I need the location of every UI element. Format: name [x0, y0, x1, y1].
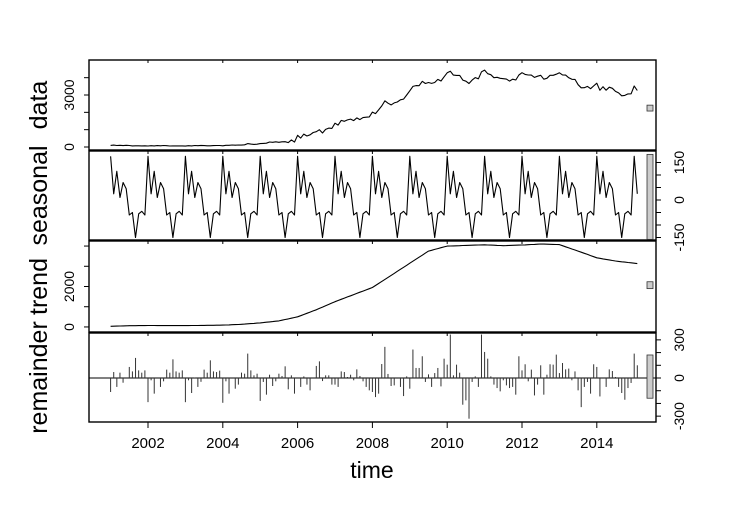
seasonal-y-tick-label: 150 — [671, 151, 687, 175]
x-tick-label: 2010 — [431, 435, 464, 452]
remainder-panel-frame — [88, 332, 657, 423]
data-panel-frame — [88, 59, 657, 151]
x-tick-label: 2012 — [505, 435, 538, 452]
seasonal-y-tick-label: 0 — [671, 196, 687, 204]
remainder-y-tick-label: 300 — [671, 328, 687, 352]
data-y-tick-label: 3000 — [61, 79, 77, 110]
data-y-tick-label: 0 — [61, 143, 77, 151]
panel-trend: 0 2000 trend — [25, 240, 657, 333]
panel-data: 0 3000 data — [25, 59, 657, 151]
seasonal-y-tick-label: -150 — [671, 223, 687, 251]
x-tick-label: 2014 — [580, 435, 613, 452]
x-tick-label: 2008 — [356, 435, 389, 452]
x-tick-label: 2006 — [281, 435, 314, 452]
x-axis-label: time — [350, 457, 393, 483]
seasonal-panel-label: seasonal — [25, 145, 53, 245]
trend-range-bar — [646, 281, 654, 290]
panel-remainder: 300 0 -300 remainder — [25, 321, 687, 434]
trend-panel-frame — [88, 240, 657, 333]
remainder-y-tick-label: 0 — [671, 374, 687, 382]
seasonal-range-bar — [646, 153, 654, 240]
remainder-y-tick-label: -300 — [671, 402, 687, 430]
x-axis: 2002 2004 2006 2008 2010 2012 2014 — [131, 422, 613, 452]
data-series-line — [110, 69, 638, 147]
panel-seasonal: 150 0 -150 seasonal — [25, 145, 687, 251]
trend-y-tick-label: 0 — [61, 323, 77, 331]
trend-series-line — [110, 243, 638, 327]
x-tick-label: 2004 — [206, 435, 239, 452]
data-range-bar — [646, 104, 654, 112]
x-tick-label: 2002 — [131, 435, 164, 452]
trend-panel-label: trend — [25, 258, 53, 315]
panels: 03000data1500-150seasonal02000trend3000-… — [25, 59, 687, 434]
seasonal-series-line — [110, 155, 638, 239]
remainder-range-bar — [646, 354, 654, 399]
trend-y-tick-label: 2000 — [61, 271, 77, 302]
remainder-panel-label: remainder — [25, 321, 53, 434]
data-panel-label: data — [25, 81, 53, 130]
